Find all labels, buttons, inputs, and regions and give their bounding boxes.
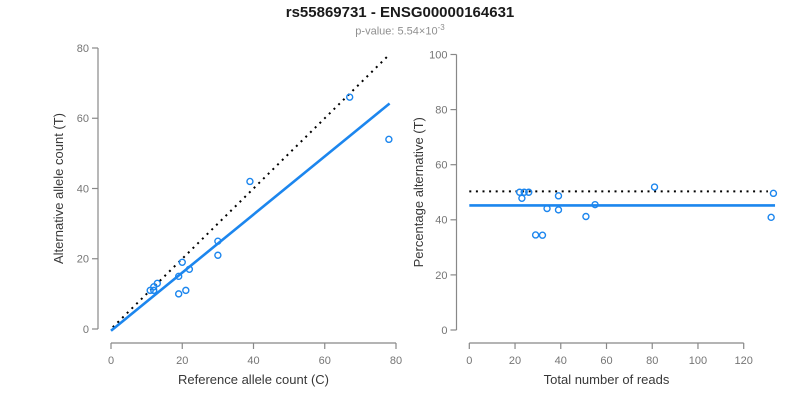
data-point [518, 194, 526, 203]
identity-line [112, 56, 388, 328]
y-tick-label: 40 [435, 215, 447, 227]
x-tick-label: 40 [247, 355, 259, 367]
data-point [178, 258, 186, 266]
y-tick-label: 60 [435, 160, 447, 172]
pvalue-subtitle: p-value: 5.54×10-3 [0, 23, 800, 38]
x-tick-label: 0 [466, 355, 472, 367]
data-point [153, 279, 162, 288]
regression-line [110, 102, 391, 332]
data-point [214, 237, 222, 245]
pvalue-text: p-value: 5.54×10 [355, 25, 438, 38]
data-point [345, 93, 354, 101]
data-point [174, 290, 183, 298]
x-tick-label: 20 [176, 355, 188, 367]
data-point [246, 177, 254, 186]
data-point [520, 188, 528, 196]
x-tick-label: 100 [689, 355, 707, 367]
x-tick-label: 20 [509, 355, 521, 367]
x-axis-title: Total number of reads [544, 372, 670, 387]
data-point [591, 200, 599, 209]
y-tick-label: 60 [77, 113, 89, 125]
y-axis-title: Alternative allele count (T) [51, 113, 66, 264]
y-tick-label: 100 [429, 49, 447, 61]
data-point [515, 188, 524, 196]
data-point [150, 286, 158, 295]
data-point [385, 135, 393, 144]
data-point [214, 251, 222, 259]
figure-title: rs55869731 - ENSG00000164631 [285, 4, 515, 21]
data-point [554, 192, 563, 200]
data-point [543, 204, 551, 213]
data-point [531, 231, 540, 239]
y-axis-title: Percentage alternative (T) [411, 117, 426, 267]
y-tick-label: 0 [83, 324, 89, 336]
x-tick-label: 0 [108, 355, 114, 367]
right-scatter-panel: 0 20 40 60 80 100 0 20 40 60 80 100 120 Total number … [411, 49, 778, 387]
x-tick-label: 80 [390, 355, 402, 367]
data-point [769, 189, 778, 198]
x-tick-label: 40 [555, 355, 567, 367]
y-tick-label: 80 [435, 104, 447, 116]
x-tick-label: 60 [600, 355, 612, 367]
data-point [525, 188, 533, 196]
data-point [582, 212, 590, 221]
data-point [767, 213, 775, 222]
data-point [538, 231, 547, 239]
data-point [185, 265, 194, 273]
x-tick-label: 80 [646, 355, 658, 367]
data-point [174, 272, 183, 281]
data-point [650, 183, 659, 191]
data-point [182, 286, 190, 295]
data-point [554, 206, 563, 214]
x-tick-label: 120 [735, 355, 753, 367]
y-tick-label: 40 [77, 183, 89, 195]
x-axis-title: Reference allele count (C) [178, 372, 329, 387]
left-scatter-panel: 0 20 40 60 80 0 20 40 60 80 Reference allele count… [51, 43, 402, 387]
y-tick-label: 20 [77, 254, 89, 266]
y-tick-label: 80 [77, 43, 89, 55]
x-tick-label: 60 [319, 355, 331, 367]
y-tick-label: 20 [435, 270, 447, 282]
y-tick-label: 0 [441, 325, 447, 337]
pvalue-exponent: -3 [437, 23, 445, 32]
